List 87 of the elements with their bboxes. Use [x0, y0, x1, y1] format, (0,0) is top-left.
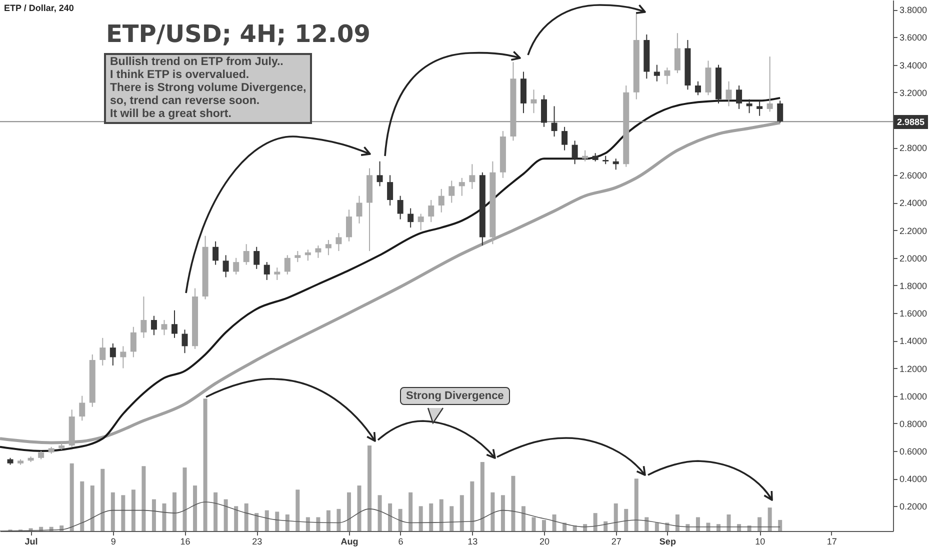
- chart-subtitle: ETP / Dollar, 240: [4, 3, 74, 13]
- candlestick: [346, 209, 352, 242]
- text: ETP/USD; 4H; 12.09: [106, 20, 370, 48]
- x-tick-label: 6: [398, 536, 404, 546]
- y-tick-label: 2.2000: [900, 226, 928, 236]
- candlestick: [572, 140, 578, 165]
- candlestick: [448, 180, 455, 204]
- x-tick-label: 9: [110, 536, 116, 546]
- candlestick: [387, 174, 394, 206]
- candlestick: [397, 195, 404, 220]
- candlestick: [315, 245, 322, 258]
- x-tick-label: Aug: [340, 536, 358, 546]
- candlestick: [274, 267, 280, 280]
- candlestick: [243, 244, 250, 266]
- candlestick: [428, 199, 434, 223]
- candlestick: [376, 160, 383, 187]
- candlestick: [110, 342, 116, 366]
- candlestick: [325, 239, 332, 256]
- candlestick: [284, 254, 290, 275]
- candlestick: [756, 100, 763, 116]
- y-tick-label: 2.8000: [900, 143, 928, 154]
- candlestick: [212, 240, 219, 266]
- candlestick: [254, 246, 260, 270]
- y-tick-label: 1.6000: [900, 308, 928, 319]
- y-tick-label: 3.4000: [900, 60, 928, 70]
- candlestick: [356, 195, 362, 224]
- ref-line-label: 2.9885: [894, 114, 928, 129]
- candlestick: [736, 85, 742, 110]
- candlestick: [458, 177, 465, 196]
- candlestick: [766, 56, 773, 112]
- candlestick: [582, 150, 588, 162]
- candlestick: [438, 188, 444, 213]
- candlestick: [79, 395, 86, 422]
- y-tick-label: 2.4000: [900, 198, 928, 208]
- candlestick: [130, 326, 136, 358]
- candlestick: [612, 158, 619, 170]
- candlestick: [654, 64, 660, 82]
- y-tick-label: 1.8000: [900, 281, 928, 291]
- y-tick-label: 3.2000: [900, 88, 928, 98]
- y-tick-label: 1.4000: [900, 336, 928, 346]
- x-tick-label: 20: [540, 536, 550, 546]
- candlestick: [304, 249, 311, 262]
- x-tick-label: Sep: [659, 536, 676, 546]
- y-tick-label: 0.6000: [900, 446, 928, 457]
- candlestick: [171, 310, 178, 338]
- candlestick: [674, 32, 680, 74]
- x-tick-label: 17: [826, 536, 837, 546]
- candlestick: [100, 337, 106, 366]
- candlestick: [222, 254, 229, 278]
- x-tick-label: 27: [611, 536, 622, 546]
- x-tick-label: 23: [252, 536, 262, 546]
- candlestick: [562, 126, 568, 151]
- x-tick-label: Jul: [24, 536, 38, 546]
- y-tick-label: 1.2000: [900, 364, 928, 374]
- candlestick: [294, 250, 301, 263]
- candlestick: [140, 296, 147, 338]
- y-tick-label: 1.0000: [900, 391, 928, 402]
- candlestick: [150, 315, 157, 336]
- candlestick: [418, 213, 424, 231]
- candlestick: [664, 67, 670, 85]
- candlestick: [182, 329, 188, 354]
- candlestick: [541, 94, 548, 128]
- y-tick-label: 0.8000: [900, 418, 928, 429]
- candlestick: [530, 89, 537, 114]
- y-tick-label: 0.2000: [900, 502, 928, 512]
- candlestick: [694, 80, 701, 96]
- candlestick: [233, 257, 240, 275]
- candlestick: [161, 319, 168, 336]
- candlestick: [777, 100, 784, 124]
- y-tick-label: 3.8000: [900, 5, 928, 16]
- candlestick: [726, 80, 732, 107]
- x-tick-label: 13: [468, 536, 478, 546]
- annotation: Bullish trend on ETP from July.. I think ETP is overvalued. There is Strong volume Divergence, so, trend can reverse soon. It will be a great short.: [104, 53, 312, 124]
- y-tick-label: 3.6000: [900, 32, 928, 43]
- y-tick-label: 0.4000: [900, 474, 928, 484]
- candlestick: [551, 106, 558, 138]
- candlestick: [264, 262, 270, 280]
- y-tick-label: 2.0000: [900, 253, 928, 264]
- x-tick-label: 10: [755, 536, 766, 546]
- x-tick-label: 16: [180, 536, 190, 546]
- candlestick: [408, 208, 414, 228]
- candlestick: [469, 164, 476, 190]
- candlestick: [746, 98, 752, 114]
- candlestick: [120, 346, 126, 369]
- y-tick-label: 2.6000: [900, 170, 928, 181]
- annotation: Strong Divergence: [400, 387, 510, 405]
- candlestick: [336, 232, 342, 252]
